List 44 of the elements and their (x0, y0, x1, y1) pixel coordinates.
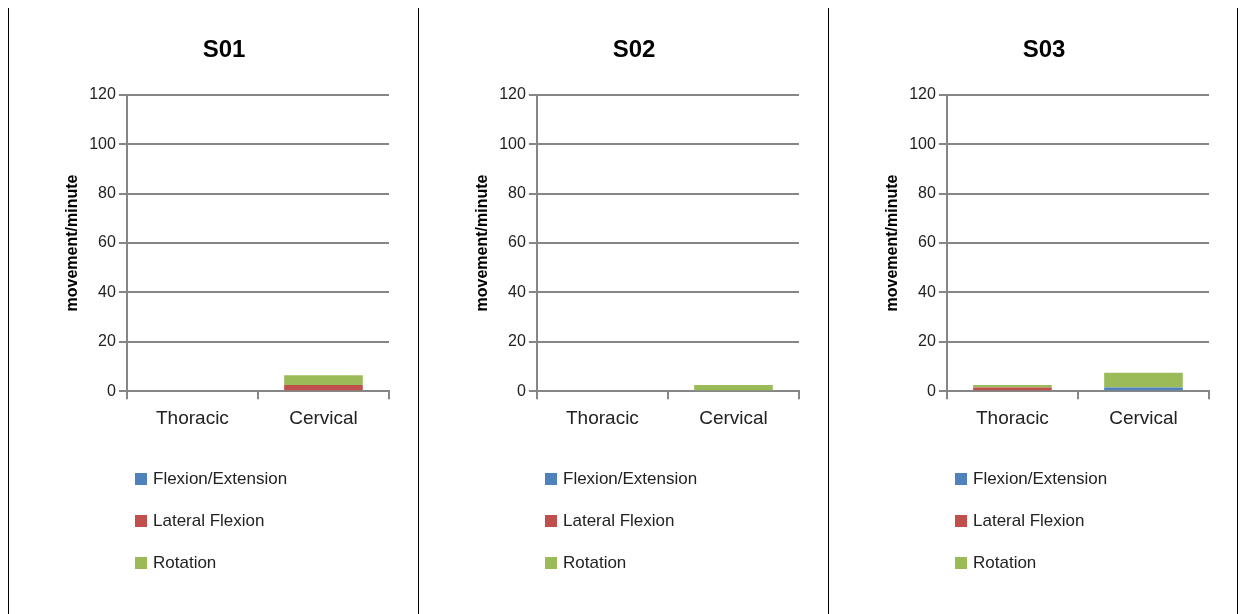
x-tick-label: Thoracic (565, 406, 639, 428)
x-tick-label: Cervical (1109, 406, 1178, 428)
legend-label: Flexion/Extension (973, 469, 1108, 489)
legend-label: Lateral Flexion (563, 511, 675, 531)
y-tick-label: 20 (98, 332, 116, 350)
y-tick-label: 60 (98, 233, 116, 251)
bar (1104, 387, 1183, 391)
bar (1104, 372, 1183, 388)
y-axis-title: movement/minute (63, 174, 81, 312)
y-tick-label: 120 (89, 85, 116, 103)
chart-title: S02 (612, 35, 656, 63)
y-tick-label: 80 (508, 184, 526, 202)
x-tick-label: Cervical (289, 406, 358, 428)
y-tick-label: 0 (926, 381, 936, 399)
y-axis-title: movement/minute (473, 174, 491, 312)
y-tick-label: 60 (918, 233, 936, 251)
y-tick-label: 120 (909, 85, 936, 103)
y-tick-label: 40 (508, 282, 526, 300)
y-tick-label: 80 (918, 184, 936, 202)
y-axis-title: movement/minute (883, 174, 901, 312)
y-tick-label: 0 (106, 381, 116, 399)
y-tick-label: 80 (98, 184, 116, 202)
y-tick-label: 0 (516, 381, 526, 399)
y-tick-label: 40 (98, 282, 116, 300)
chart-title: S03 (1022, 35, 1066, 63)
legend-label: Flexion/Extension (563, 469, 698, 489)
x-tick-label: Thoracic (975, 406, 1049, 428)
chart-title: S01 (202, 35, 246, 63)
y-tick-label: 40 (918, 282, 936, 300)
legend-label: Flexion/Extension (153, 469, 288, 489)
y-tick-label: 100 (89, 134, 116, 152)
x-tick-label: Cervical (699, 406, 768, 428)
legend-label: Rotation (153, 553, 217, 573)
legend-label: Lateral Flexion (153, 511, 265, 531)
y-tick-label: 60 (508, 233, 526, 251)
y-tick-label: 20 (508, 332, 526, 350)
y-tick-label: 20 (918, 332, 936, 350)
y-tick-label: 100 (499, 134, 526, 152)
legend-label: Rotation (563, 553, 627, 573)
legend-label: Lateral Flexion (973, 511, 1085, 531)
legend-label: Rotation (973, 553, 1037, 573)
x-tick-label: Thoracic (155, 406, 229, 428)
y-tick-label: 100 (909, 134, 936, 152)
y-tick-label: 120 (499, 85, 526, 103)
